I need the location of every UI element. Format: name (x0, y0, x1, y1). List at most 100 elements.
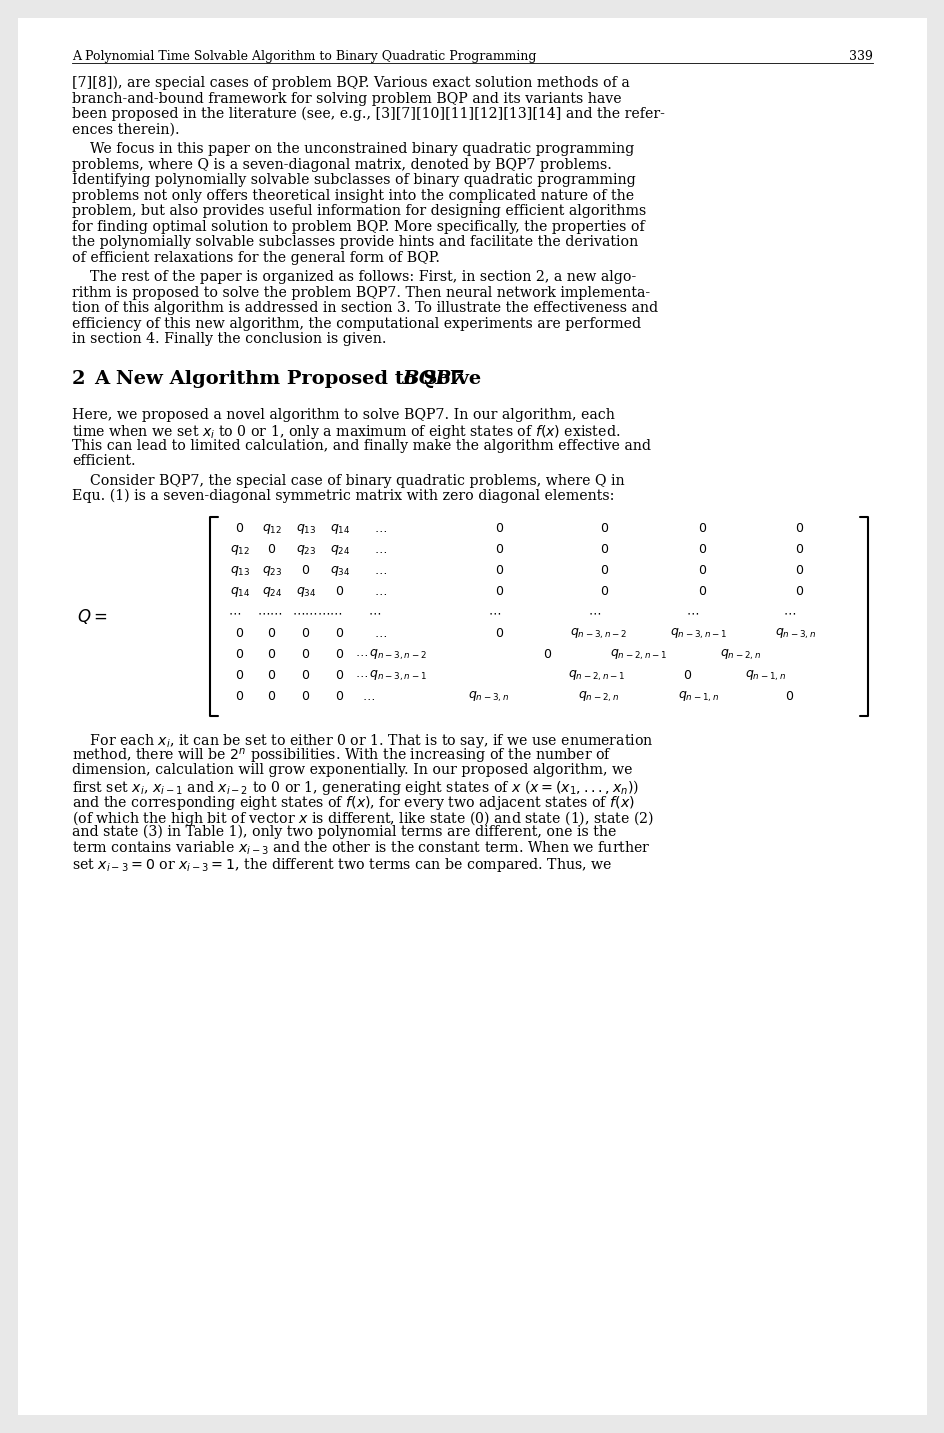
Text: problems, where Q is a seven-diagonal matrix, denoted by BQP7 problems.: problems, where Q is a seven-diagonal ma… (72, 158, 611, 172)
Text: 339: 339 (849, 50, 872, 63)
Text: $0$: $0$ (698, 543, 707, 556)
Text: $q_{34}$: $q_{34}$ (295, 585, 316, 599)
Text: $0$: $0$ (795, 585, 803, 598)
Text: $0$: $0$ (267, 543, 277, 556)
Text: efficient.: efficient. (72, 454, 136, 469)
Text: $\ldots$: $\ldots$ (373, 565, 386, 577)
Text: $0$: $0$ (301, 669, 311, 682)
Text: $\cdots$: $\cdots$ (367, 606, 380, 619)
Text: $\cdots$: $\cdots$ (487, 606, 500, 619)
Text: efficiency of this new algorithm, the computational experiments are performed: efficiency of this new algorithm, the co… (72, 317, 640, 331)
Text: $q_{n-2,n}$: $q_{n-2,n}$ (578, 689, 618, 704)
Text: set $x_{i-3} = 0$ or $x_{i-3} = 1$, the different two terms can be compared. Thu: set $x_{i-3} = 0$ or $x_{i-3} = 1$, the … (72, 856, 612, 874)
Text: $q_{n-2,n}$: $q_{n-2,n}$ (719, 648, 761, 662)
Text: $0$: $0$ (301, 565, 311, 577)
Text: $0$: $0$ (335, 628, 345, 641)
Text: $\ldots$: $\ldots$ (373, 543, 386, 556)
Text: the polynomially solvable subclasses provide hints and facilitate the derivation: the polynomially solvable subclasses pro… (72, 235, 637, 249)
Text: 2: 2 (72, 370, 85, 387)
Text: $q_{n-3,n-1}$: $q_{n-3,n-1}$ (669, 626, 727, 641)
Text: $0$: $0$ (795, 565, 803, 577)
Text: rithm is proposed to solve the problem BQP7. Then neural network implementa-: rithm is proposed to solve the problem B… (72, 285, 649, 299)
Text: $q_{14}$: $q_{14}$ (229, 585, 250, 599)
Text: branch-and-bound framework for solving problem BQP and its variants have: branch-and-bound framework for solving p… (72, 92, 621, 106)
Text: $0$: $0$ (267, 669, 277, 682)
Text: of efficient relaxations for the general form of BQP.: of efficient relaxations for the general… (72, 251, 440, 265)
Text: Here, we proposed a novel algorithm to solve BQP7. In our algorithm, each: Here, we proposed a novel algorithm to s… (72, 407, 615, 421)
Text: $\cdots\cdots\cdots\cdots$: $\cdots\cdots\cdots\cdots$ (292, 606, 343, 619)
Text: $0$: $0$ (698, 585, 707, 598)
Text: $\ldots$: $\ldots$ (362, 691, 374, 704)
Text: in section 4. Finally the conclusion is given.: in section 4. Finally the conclusion is … (72, 332, 386, 345)
Text: ences therein).: ences therein). (72, 122, 179, 136)
Text: $q_{n-2,n-1}$: $q_{n-2,n-1}$ (610, 648, 666, 662)
Text: A New Algorithm Proposed to Solve: A New Algorithm Proposed to Solve (93, 370, 487, 387)
Text: $\cdots$: $\cdots$ (228, 606, 241, 619)
Text: $0$: $0$ (698, 522, 707, 535)
Text: $0$: $0$ (301, 691, 311, 704)
Text: dimension, calculation will grow exponentially. In our proposed algorithm, we: dimension, calculation will grow exponen… (72, 762, 632, 777)
Text: term contains variable $x_{i-3}$ and the other is the constant term. When we fur: term contains variable $x_{i-3}$ and the… (72, 840, 650, 857)
Text: (of which the high bit of vector $x$ is different, like state (0) and state (1),: (of which the high bit of vector $x$ is … (72, 810, 653, 828)
Text: $0$: $0$ (335, 648, 345, 661)
Text: $0$: $0$ (495, 543, 504, 556)
Text: $q_{24}$: $q_{24}$ (261, 585, 282, 599)
Text: $q_{n-3,n}$: $q_{n-3,n}$ (467, 689, 509, 704)
Text: $0$: $0$ (495, 585, 504, 598)
Text: Equ. (1) is a seven-diagonal symmetric matrix with zero diagonal elements:: Equ. (1) is a seven-diagonal symmetric m… (72, 489, 614, 503)
Text: $0$: $0$ (301, 628, 311, 641)
Text: $0$: $0$ (495, 565, 504, 577)
Text: method, there will be $2^n$ possibilities. With the increasing of the number of: method, there will be $2^n$ possibilitie… (72, 747, 612, 767)
Text: and state (3) in Table 1), only two polynomial terms are different, one is the: and state (3) in Table 1), only two poly… (72, 824, 615, 838)
Text: $q_{23}$: $q_{23}$ (261, 563, 282, 577)
Text: $0$: $0$ (543, 648, 552, 661)
Text: $q_{23}$: $q_{23}$ (295, 543, 316, 556)
Text: $0$: $0$ (495, 628, 504, 641)
Text: $q_{n-1,n}$: $q_{n-1,n}$ (744, 668, 785, 682)
Text: $\ldots\, q_{n-3,n-1}$: $\ldots\, q_{n-3,n-1}$ (355, 668, 427, 682)
Text: $0$: $0$ (235, 691, 244, 704)
Text: $\cdots$: $\cdots$ (783, 606, 795, 619)
Text: $0$: $0$ (267, 691, 277, 704)
Text: $\ldots$: $\ldots$ (373, 585, 386, 598)
Text: $0$: $0$ (795, 522, 803, 535)
Text: $0$: $0$ (599, 565, 609, 577)
Text: $0$: $0$ (683, 669, 692, 682)
Text: $q_{n-3,n-2}$: $q_{n-3,n-2}$ (569, 626, 627, 641)
Text: tion of this algorithm is addressed in section 3. To illustrate the effectivenes: tion of this algorithm is addressed in s… (72, 301, 657, 315)
Text: For each $x_i$, it can be set to either 0 or 1. That is to say, if we use enumer: For each $x_i$, it can be set to either … (72, 731, 653, 749)
Text: We focus in this paper on the unconstrained binary quadratic programming: We focus in this paper on the unconstrai… (72, 142, 633, 156)
Text: $0$: $0$ (235, 669, 244, 682)
Text: $q_{24}$: $q_{24}$ (329, 543, 350, 556)
Text: $0$: $0$ (301, 648, 311, 661)
Text: $q_{13}$: $q_{13}$ (229, 563, 250, 577)
Text: $0$: $0$ (267, 628, 277, 641)
Text: $0$: $0$ (235, 522, 244, 535)
Text: $0$: $0$ (599, 543, 609, 556)
Text: The rest of the paper is organized as follows: First, in section 2, a new algo-: The rest of the paper is organized as fo… (72, 269, 635, 284)
Text: time when we set $x_i$ to 0 or 1, only a maximum of eight states of $f(x)$ exist: time when we set $x_i$ to 0 or 1, only a… (72, 423, 619, 441)
Text: $q_{12}$: $q_{12}$ (261, 522, 281, 536)
Text: $0$: $0$ (599, 585, 609, 598)
Text: $0$: $0$ (335, 585, 345, 598)
Text: Identifying polynomially solvable subclasses of binary quadratic programming: Identifying polynomially solvable subcla… (72, 173, 635, 186)
Text: been proposed in the literature (see, e.g., [3][7][10][11][12][13][14] and the r: been proposed in the literature (see, e.… (72, 107, 665, 122)
Text: $0$: $0$ (795, 543, 803, 556)
Text: first set $x_i$, $x_{i-1}$ and $x_{i-2}$ to 0 or 1, generating eight states of $: first set $x_i$, $x_{i-1}$ and $x_{i-2}$… (72, 778, 638, 797)
Text: Consider BQP7, the special case of binary quadratic problems, where Q in: Consider BQP7, the special case of binar… (72, 473, 624, 487)
Text: $Q=$: $Q=$ (76, 606, 108, 625)
Text: $q_{13}$: $q_{13}$ (295, 522, 316, 536)
Text: $\cdots\cdots$: $\cdots\cdots$ (257, 606, 282, 619)
Text: $q_{n-3,n}$: $q_{n-3,n}$ (774, 626, 816, 641)
Text: problems not only offers theoretical insight into the complicated nature of the: problems not only offers theoretical ins… (72, 189, 633, 202)
Text: $0$: $0$ (784, 691, 794, 704)
Text: $q_{12}$: $q_{12}$ (229, 543, 250, 556)
Text: and the corresponding eight states of $f(x)$, for every two adjacent states of $: and the corresponding eight states of $f… (72, 794, 634, 811)
Text: $0$: $0$ (599, 522, 609, 535)
Text: A Polynomial Time Solvable Algorithm to Binary Quadratic Programming: A Polynomial Time Solvable Algorithm to … (72, 50, 536, 63)
Text: problem, but also provides useful information for designing efficient algorithms: problem, but also provides useful inform… (72, 203, 646, 218)
Text: $0$: $0$ (267, 648, 277, 661)
Text: $q_{14}$: $q_{14}$ (329, 522, 350, 536)
Text: $0$: $0$ (235, 628, 244, 641)
Text: $0$: $0$ (235, 648, 244, 661)
